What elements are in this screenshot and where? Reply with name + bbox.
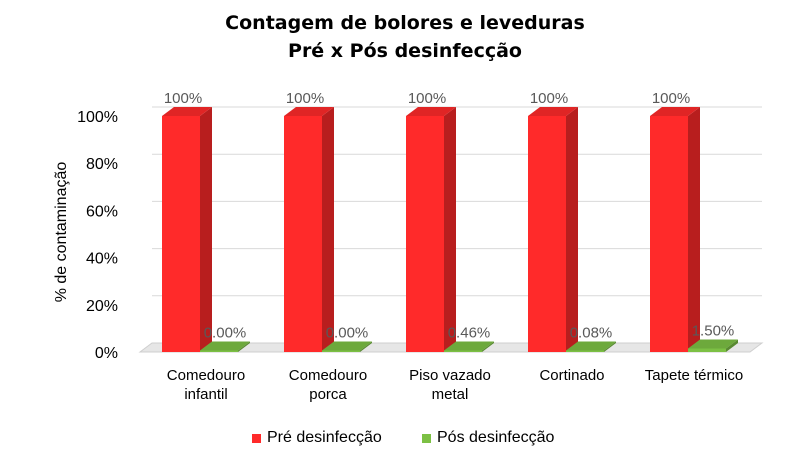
bar-top xyxy=(688,339,738,349)
data-label: 0.00% xyxy=(204,325,247,342)
bar-top xyxy=(284,107,334,116)
x-tick-label: Comedouro infantil xyxy=(167,367,245,403)
bar-front xyxy=(566,350,604,352)
y-tick-label: 80% xyxy=(86,156,118,173)
bar-pre xyxy=(162,107,212,352)
x-tick-label-line: metal xyxy=(432,386,469,403)
x-tick-label-line: Cortinado xyxy=(539,367,604,384)
x-tick-label-line: Comedouro xyxy=(167,367,245,384)
chart-title: Contagem de bolores e leveduras xyxy=(225,12,585,34)
bar-top xyxy=(444,341,494,351)
data-label: 100% xyxy=(530,90,568,107)
bar-front xyxy=(406,116,444,352)
bar-pos xyxy=(322,341,372,352)
data-label: 1.50% xyxy=(692,322,735,339)
chart-subtitle: Pré x Pós desinfecção xyxy=(288,40,522,62)
x-tick-label: Cortinado xyxy=(539,367,604,384)
data-label: 100% xyxy=(286,90,324,107)
bar-top xyxy=(528,107,578,116)
data-label: 0.46% xyxy=(448,325,491,342)
bar-side xyxy=(482,341,494,352)
bar-pos xyxy=(444,341,494,352)
x-axis-ticks: Comedouro infantil Comedouro porca Piso vaza… xyxy=(167,367,743,403)
bar-side xyxy=(322,107,334,352)
data-label: 100% xyxy=(652,90,690,107)
bar-top xyxy=(200,341,250,351)
data-labels: 100% 0.00% 100% 0.00% 100% 0.46% 100% 0.08% 100%… xyxy=(164,90,734,342)
y-axis-ticks: 0% 20% 40% 60% 80% 100% xyxy=(77,109,118,362)
bar-top xyxy=(406,107,456,116)
legend-swatch-pos xyxy=(422,433,431,443)
bar-top xyxy=(322,341,372,351)
bar-side xyxy=(200,107,212,352)
x-tick-label-line: Comedouro xyxy=(289,367,367,384)
bar-front xyxy=(528,116,566,352)
y-tick-label: 100% xyxy=(77,109,118,126)
bar-pre xyxy=(406,107,456,352)
bar-side xyxy=(238,341,250,352)
y-axis-label: % de contaminação xyxy=(53,162,70,303)
bar-pos xyxy=(200,341,250,352)
bar-front xyxy=(322,350,360,352)
y-tick-label: 60% xyxy=(86,203,118,220)
bar-front xyxy=(162,116,200,352)
bar-top xyxy=(162,107,212,116)
bar-front xyxy=(444,350,482,352)
bar-side xyxy=(726,339,738,352)
data-label: 100% xyxy=(164,90,202,107)
bar-front xyxy=(200,350,238,352)
y-tick-label: 0% xyxy=(95,345,118,362)
bar-front xyxy=(688,348,726,352)
x-tick-label-line: Tapete térmico xyxy=(645,367,743,384)
x-tick-label-line: Piso vazado xyxy=(409,367,491,384)
x-tick-label-line: porca xyxy=(309,386,347,403)
legend-item-pre: Pré desinfecção xyxy=(252,429,382,447)
bar-front xyxy=(650,116,688,352)
legend-item-pos: Pós desinfecção xyxy=(422,429,554,447)
bar-pos xyxy=(688,339,738,352)
bar-pre xyxy=(650,107,700,352)
y-tick-label: 20% xyxy=(86,298,118,315)
data-label: 0.08% xyxy=(570,325,613,342)
legend-label-pre: Pré desinfecção xyxy=(267,429,382,446)
data-label: 100% xyxy=(408,90,446,107)
bar-side xyxy=(688,107,700,352)
x-tick-label-line: infantil xyxy=(184,386,227,403)
bar-top xyxy=(650,107,700,116)
bars xyxy=(162,107,738,352)
bar-top xyxy=(566,341,616,351)
bar-pre xyxy=(528,107,578,352)
bar-pre xyxy=(284,107,334,352)
bar-side xyxy=(444,107,456,352)
x-tick-label: Piso vazado metal xyxy=(409,367,491,403)
bar-pos xyxy=(566,341,616,352)
x-tick-label: Tapete térmico xyxy=(645,367,743,384)
legend-label-pos: Pós desinfecção xyxy=(437,429,555,446)
bar-front xyxy=(284,116,322,352)
bar-side xyxy=(604,341,616,352)
y-tick-label: 40% xyxy=(86,251,118,268)
legend-swatch-pre xyxy=(252,433,261,443)
bar-side xyxy=(360,341,372,352)
bar-side xyxy=(566,107,578,352)
data-label: 0.00% xyxy=(326,325,369,342)
x-tick-label: Comedouro porca xyxy=(289,367,367,403)
